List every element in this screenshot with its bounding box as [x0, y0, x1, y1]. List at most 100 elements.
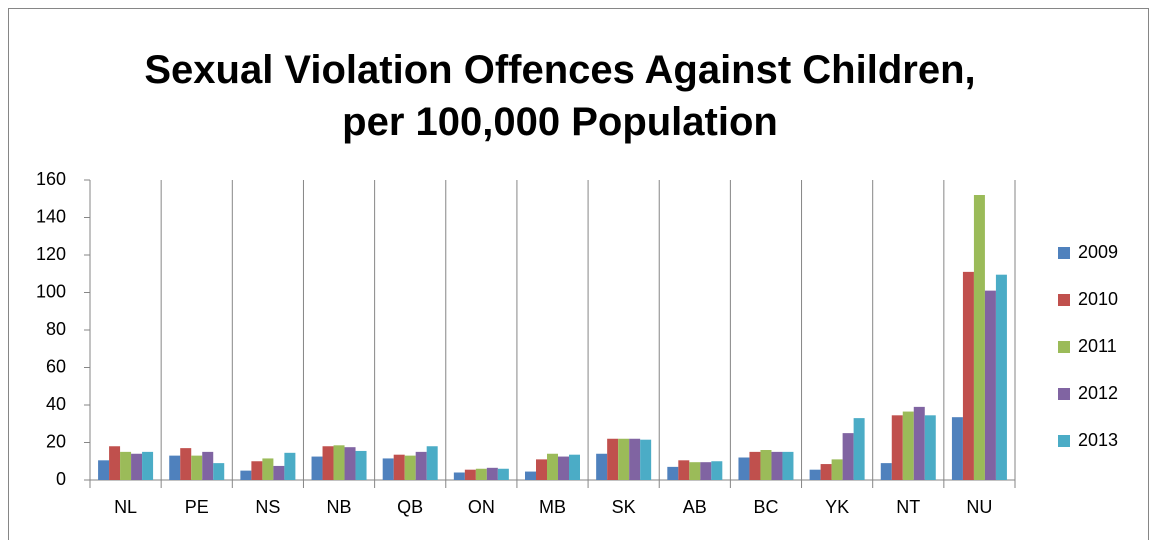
bar	[640, 439, 652, 480]
bar	[131, 453, 143, 480]
bar	[973, 195, 985, 480]
bar	[831, 459, 843, 480]
legend-swatch	[1058, 341, 1070, 353]
x-tick-label: NU	[966, 497, 992, 517]
legend-label: 2009	[1078, 242, 1118, 262]
bar	[525, 471, 536, 480]
bar	[924, 415, 936, 480]
bar	[711, 461, 723, 480]
y-tick-label: 120	[36, 244, 66, 264]
bar	[618, 438, 630, 480]
bar	[344, 447, 356, 480]
bar	[393, 454, 405, 480]
bar	[995, 274, 1007, 480]
bar	[191, 455, 203, 480]
bar	[853, 418, 865, 480]
bar	[322, 446, 334, 480]
x-tick-label: PE	[185, 497, 209, 517]
bar	[607, 438, 619, 480]
bar	[213, 463, 225, 480]
bar	[120, 451, 132, 480]
bar	[333, 445, 345, 480]
bar	[382, 458, 394, 480]
legend-label: 2011	[1078, 336, 1117, 356]
chart-border	[8, 8, 1149, 540]
y-tick-label: 140	[36, 206, 66, 226]
bar	[689, 462, 701, 480]
y-tick-label: 60	[46, 356, 66, 376]
bar	[240, 470, 252, 480]
bar	[842, 433, 854, 480]
y-tick-label: 100	[36, 281, 66, 301]
x-tick-label: YK	[825, 497, 849, 517]
bar	[984, 290, 996, 480]
bar	[962, 271, 974, 480]
x-tick-label: BC	[753, 497, 778, 517]
bar	[880, 463, 892, 480]
bar	[596, 453, 608, 480]
y-tick-label: 80	[46, 319, 66, 339]
bar	[109, 446, 121, 480]
bar	[251, 461, 263, 480]
x-tick-label: ON	[468, 497, 495, 517]
bar	[738, 457, 750, 480]
bar	[453, 472, 465, 480]
bar	[760, 450, 772, 480]
bar	[891, 415, 903, 480]
bar	[547, 453, 558, 480]
x-tick-label: AB	[683, 497, 707, 517]
bar	[486, 467, 498, 480]
bar	[415, 451, 427, 480]
bar	[629, 438, 641, 480]
x-tick-label: SK	[612, 497, 636, 517]
bar	[913, 406, 925, 480]
bar	[142, 451, 154, 480]
bar	[782, 451, 794, 480]
x-tick-label: NB	[327, 497, 352, 517]
legend-label: 2012	[1078, 383, 1118, 403]
bar	[771, 451, 783, 480]
bar	[311, 456, 323, 480]
x-tick-label: MB	[539, 497, 566, 517]
bar	[169, 455, 181, 480]
bar	[475, 468, 487, 480]
bar	[558, 456, 569, 480]
bar	[426, 446, 438, 480]
bar	[404, 455, 416, 480]
x-tick-label: NS	[255, 497, 280, 517]
bar	[536, 459, 547, 480]
bar	[809, 469, 821, 480]
bar	[262, 458, 274, 480]
y-tick-label: 40	[46, 394, 66, 414]
legend-label: 2013	[1078, 430, 1118, 450]
legend-swatch	[1058, 247, 1070, 259]
bar	[180, 448, 192, 480]
bar	[700, 462, 712, 480]
legend-label: 2010	[1078, 289, 1118, 309]
bar	[902, 411, 914, 480]
bar	[284, 452, 296, 480]
chart-title: Sexual Violation Offences Against Childr…	[144, 48, 976, 144]
bar	[820, 464, 832, 480]
legend-swatch	[1058, 435, 1070, 447]
legend-swatch	[1058, 294, 1070, 306]
x-tick-label: NT	[896, 497, 920, 517]
bar	[202, 451, 214, 480]
y-tick-label: 0	[56, 469, 66, 489]
bar	[273, 465, 285, 480]
y-tick-label: 20	[46, 431, 66, 451]
bar	[355, 450, 367, 480]
bar	[98, 460, 110, 480]
bar	[464, 469, 476, 480]
bar	[749, 451, 761, 480]
y-tick-label: 160	[36, 169, 66, 189]
legend-swatch	[1058, 388, 1070, 400]
bar	[667, 466, 679, 480]
bar	[569, 454, 580, 480]
bar	[951, 417, 963, 480]
x-tick-label: QB	[397, 497, 423, 517]
bar	[678, 460, 690, 480]
x-tick-label: NL	[114, 497, 137, 517]
